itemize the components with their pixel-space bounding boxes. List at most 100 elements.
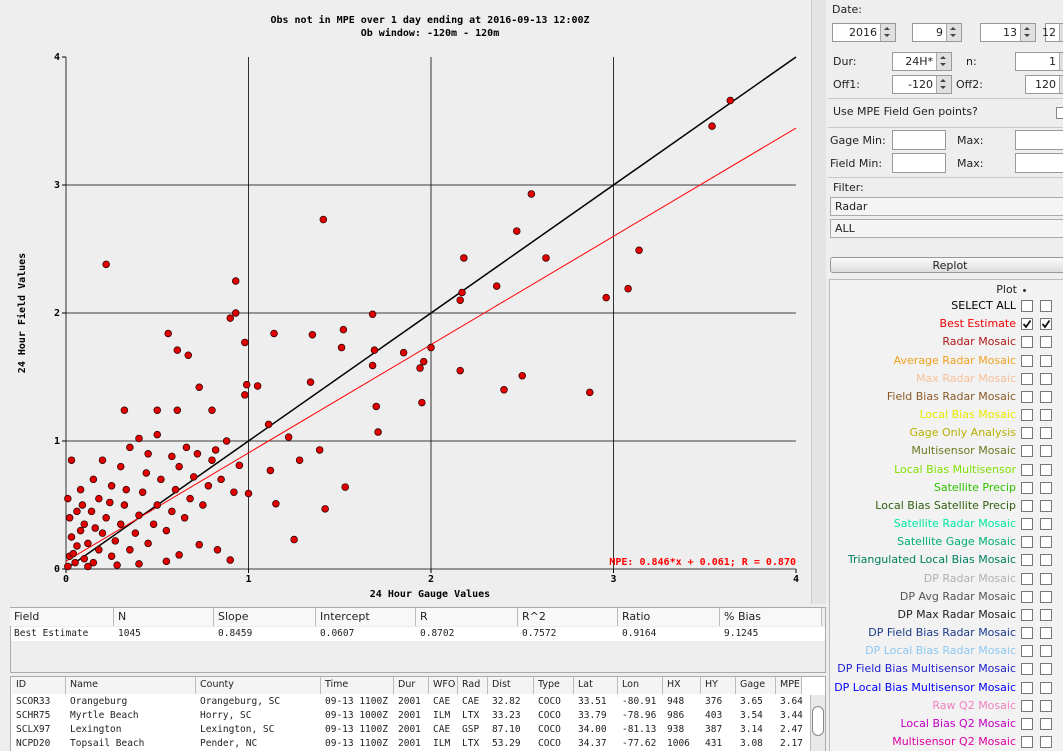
checkbox[interactable] xyxy=(1040,372,1052,385)
table-cell: ILM xyxy=(433,710,451,721)
checkbox[interactable] xyxy=(1021,427,1033,440)
checkbox[interactable] xyxy=(1021,409,1033,422)
checkbox[interactable] xyxy=(1056,107,1063,119)
checkbox[interactable] xyxy=(1040,536,1052,549)
scatter-point xyxy=(171,485,180,494)
checkbox[interactable] xyxy=(1021,717,1033,730)
spinner[interactable]: 1 xyxy=(1015,52,1063,71)
plot-item-label: Gage Only Analysis xyxy=(909,426,1016,440)
checkbox[interactable] xyxy=(1021,336,1033,349)
checkbox[interactable] xyxy=(1040,681,1052,694)
text-input[interactable] xyxy=(892,130,946,150)
checkbox[interactable] xyxy=(1040,663,1052,676)
checkbox[interactable] xyxy=(1021,590,1033,603)
spinner[interactable]: 12 xyxy=(1042,23,1063,42)
spinner[interactable]: 13 xyxy=(980,23,1036,42)
text-input[interactable] xyxy=(1015,130,1063,150)
checkbox[interactable] xyxy=(1021,518,1033,531)
checkbox[interactable] xyxy=(1021,445,1033,458)
scatter-point xyxy=(419,357,428,366)
checkbox[interactable] xyxy=(1021,699,1033,712)
table-cell: 1045 xyxy=(118,628,141,639)
scatter-point xyxy=(69,549,78,558)
spinner[interactable]: 9 xyxy=(912,23,962,42)
checkbox[interactable] xyxy=(1021,627,1033,640)
table-cell: 0.0607 xyxy=(320,628,355,639)
checkbox[interactable] xyxy=(1021,318,1033,331)
table-cell: SCLX97 xyxy=(16,724,51,735)
spinner-button[interactable] xyxy=(1059,24,1063,41)
spinner[interactable]: 2016 xyxy=(832,23,896,42)
checkbox[interactable] xyxy=(1021,645,1033,658)
table-cell: 33.23 xyxy=(492,710,521,721)
checkbox[interactable] xyxy=(1021,463,1033,476)
checkbox[interactable] xyxy=(1021,481,1033,494)
checkbox[interactable] xyxy=(1040,354,1052,367)
checkbox[interactable] xyxy=(1021,499,1033,512)
plot-item-label: DP Local Bias Multisensor Mosaic xyxy=(834,680,1016,694)
spinner-button[interactable] xyxy=(1059,76,1063,93)
checkbox[interactable] xyxy=(1021,681,1033,694)
checkbox[interactable] xyxy=(1021,554,1033,567)
spinner[interactable]: -120 xyxy=(892,75,952,94)
spinner-button[interactable] xyxy=(946,24,961,41)
table-cell: Myrtle Beach xyxy=(70,710,139,721)
scatter-point xyxy=(231,309,240,317)
checkbox[interactable] xyxy=(1040,499,1052,512)
scatter-point xyxy=(253,382,262,390)
checkbox[interactable] xyxy=(1040,318,1052,331)
scatter-point xyxy=(64,562,72,571)
checkbox[interactable] xyxy=(1040,554,1052,567)
checkbox[interactable] xyxy=(1040,481,1052,494)
checkbox[interactable] xyxy=(1021,736,1033,749)
checkbox[interactable] xyxy=(1021,663,1033,676)
replot-button[interactable]: Replot xyxy=(830,257,1063,273)
checkbox[interactable] xyxy=(1040,645,1052,658)
checkbox[interactable] xyxy=(1040,427,1052,440)
scatter-point xyxy=(153,501,162,509)
checkbox[interactable] xyxy=(1021,300,1033,312)
checkbox[interactable] xyxy=(1040,608,1052,621)
header-cell: Field xyxy=(10,608,114,626)
scatter-point xyxy=(186,494,194,503)
checkbox[interactable] xyxy=(1040,336,1052,349)
checkbox[interactable] xyxy=(1021,354,1033,367)
checkbox[interactable] xyxy=(1040,699,1052,712)
checkbox[interactable] xyxy=(1040,300,1052,312)
checkbox[interactable] xyxy=(1040,572,1052,585)
text-input[interactable] xyxy=(1015,153,1063,173)
spinner-button[interactable] xyxy=(936,76,951,93)
checkbox[interactable] xyxy=(1040,390,1052,403)
header-cell: Time xyxy=(321,677,394,694)
scroll-thumb[interactable] xyxy=(812,706,824,736)
checkbox[interactable] xyxy=(1040,627,1052,640)
checkbox[interactable] xyxy=(1040,590,1052,603)
checkbox[interactable] xyxy=(1021,572,1033,585)
scatter-point xyxy=(116,462,125,471)
checkbox[interactable] xyxy=(1040,445,1052,458)
table-cell: SCOR33 xyxy=(16,696,51,707)
checkbox[interactable] xyxy=(1040,736,1052,749)
scatter-point xyxy=(518,371,526,380)
checkbox[interactable] xyxy=(1040,463,1052,476)
scatter-point xyxy=(76,526,85,535)
dropdown[interactable]: Radar xyxy=(830,197,1063,216)
checkbox[interactable] xyxy=(1021,536,1033,549)
spinner-button[interactable] xyxy=(1020,24,1035,41)
label: Max: xyxy=(957,134,984,147)
checkbox[interactable] xyxy=(1021,390,1033,403)
text-input[interactable] xyxy=(892,153,946,173)
spinner[interactable]: 120 xyxy=(1025,75,1063,94)
dropdown[interactable]: ALL xyxy=(830,219,1063,238)
checkbox[interactable] xyxy=(1040,518,1052,531)
checkbox[interactable] xyxy=(1040,409,1052,422)
checkbox[interactable] xyxy=(1021,608,1033,621)
spinner-button[interactable] xyxy=(936,53,951,70)
spinner-button[interactable] xyxy=(1059,53,1063,70)
spinner-button[interactable] xyxy=(880,24,895,41)
checkbox[interactable] xyxy=(1040,717,1052,730)
spinner[interactable]: 24H* xyxy=(892,52,952,71)
checkbox[interactable] xyxy=(1021,372,1033,385)
header-cell: Name xyxy=(66,677,196,694)
table-cell: -80.91 xyxy=(622,696,657,707)
